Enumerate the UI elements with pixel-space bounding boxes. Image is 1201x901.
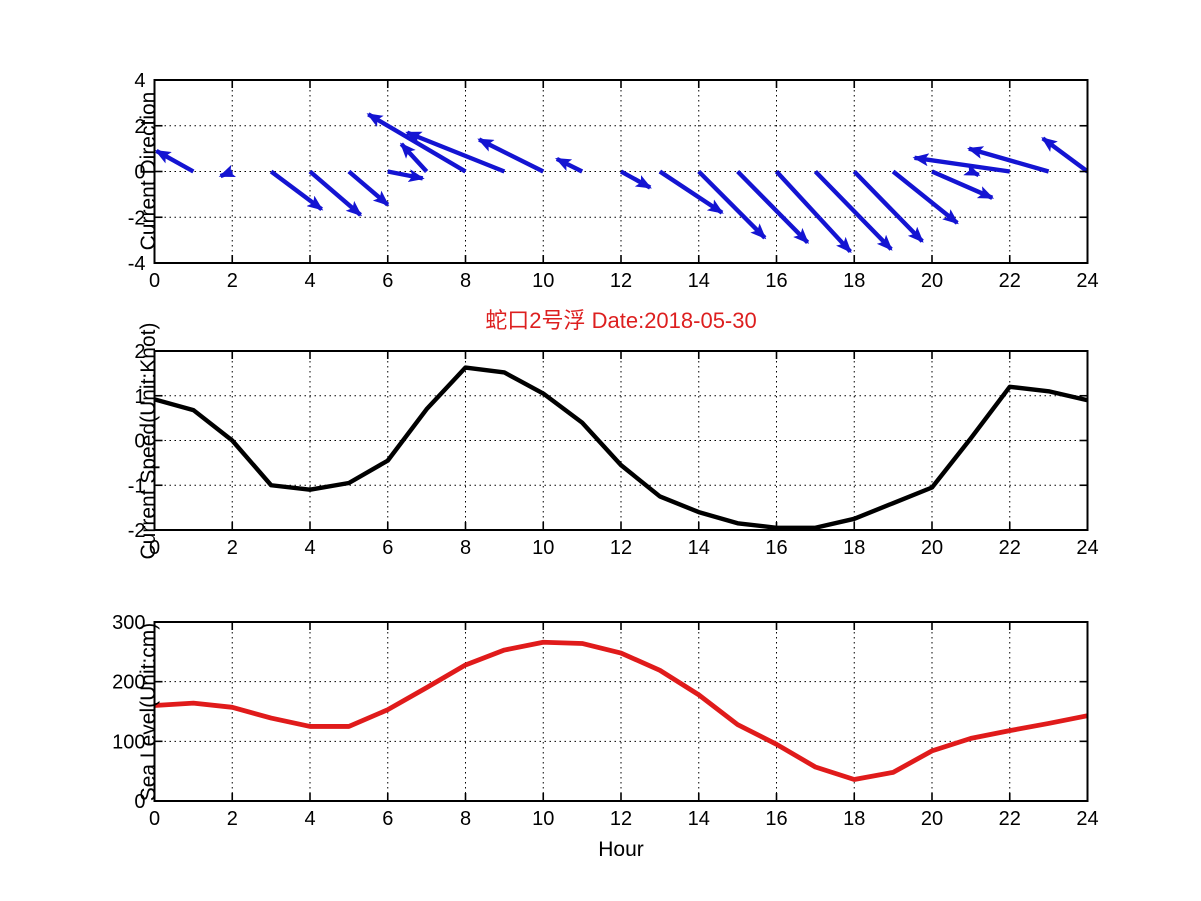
x-tick-label: 18 xyxy=(843,537,865,559)
current-arrow-h21 xyxy=(963,163,981,177)
x-tick-label: 24 xyxy=(1076,537,1098,559)
axes-box xyxy=(153,621,1089,802)
x-tick-label: 18 xyxy=(843,808,865,830)
current-arrow-h3 xyxy=(269,169,324,212)
y-tick-label: 100 xyxy=(112,731,145,753)
current-arrow-h23 xyxy=(967,146,1050,174)
x-tick-label: 22 xyxy=(999,808,1021,830)
y-tick-label: 2 xyxy=(134,116,145,138)
current-arrow-h12 xyxy=(619,169,652,190)
current-arrow-h4 xyxy=(308,169,363,217)
x-tick-label: 16 xyxy=(765,537,787,559)
x-tick-label: 20 xyxy=(921,270,943,292)
x-tick-label: 2 xyxy=(227,270,238,292)
sea-level-data xyxy=(154,639,1088,782)
y-tick-label: 2 xyxy=(134,341,145,363)
x-tick-label: 12 xyxy=(610,537,632,559)
x-tick-label: 14 xyxy=(688,808,710,830)
x-tick-label: 20 xyxy=(921,808,943,830)
current-arrow-h13 xyxy=(658,169,724,215)
y-tick-label: 0 xyxy=(134,431,145,453)
x-tick-label: 24 xyxy=(1076,808,1098,830)
current-arrow-h20 xyxy=(931,169,995,200)
x-tick-label: 22 xyxy=(999,537,1021,559)
y-tick-label: 200 xyxy=(112,672,145,694)
x-tick-label: 4 xyxy=(304,808,315,830)
x-tick-label: 12 xyxy=(610,808,632,830)
x-tick-label: 22 xyxy=(999,270,1021,292)
y-tick-label: 0 xyxy=(134,791,145,813)
current-arrow-h2 xyxy=(218,164,236,179)
x-tick-label: 24 xyxy=(1076,270,1098,292)
current-arrow-h6 xyxy=(387,169,425,183)
x-tick-label: 8 xyxy=(460,270,471,292)
y-tick-label: 0 xyxy=(134,162,145,184)
y-tick-label: -2 xyxy=(128,207,146,229)
x-tick-label: 0 xyxy=(149,270,160,292)
xlabel-hour: Hour xyxy=(598,838,644,861)
current-arrow-h11 xyxy=(555,156,584,174)
x-tick-label: 6 xyxy=(382,537,393,559)
current-arrow-h14 xyxy=(697,169,767,240)
x-tick-label: 2 xyxy=(227,808,238,830)
current-arrow-h5 xyxy=(347,169,390,207)
current-arrow-h18 xyxy=(852,169,924,243)
x-tick-label: 16 xyxy=(765,270,787,292)
x-tick-label: 0 xyxy=(149,537,160,559)
current-speed-data xyxy=(154,365,1088,530)
current-direction-data xyxy=(154,112,1088,254)
x-tick-label: 18 xyxy=(843,270,865,292)
x-tick-label: 8 xyxy=(460,808,471,830)
x-tick-label: 2 xyxy=(227,537,238,559)
current-arrow-h7 xyxy=(399,142,429,173)
x-tick-label: 10 xyxy=(532,270,554,292)
x-tick-label: 10 xyxy=(532,537,554,559)
current-arrow-h16 xyxy=(774,170,852,254)
x-tick-label: 16 xyxy=(765,808,787,830)
ylabel-sea-level: Sea Level(Unit:cm) xyxy=(137,622,160,802)
x-tick-label: 4 xyxy=(304,270,315,292)
x-tick-label: 20 xyxy=(921,537,943,559)
y-tick-label: -4 xyxy=(128,253,146,275)
x-tick-label: 8 xyxy=(460,537,471,559)
x-tick-label: 0 xyxy=(149,808,160,830)
current-arrow-h19 xyxy=(891,169,959,225)
current-arrow-h9 xyxy=(405,130,506,174)
y-tick-label: -2 xyxy=(128,520,146,542)
x-tick-label: 14 xyxy=(688,537,710,559)
current-arrow-h17 xyxy=(813,169,893,251)
x-tick-label: 10 xyxy=(532,808,554,830)
x-tick-label: 6 xyxy=(382,270,393,292)
chart-title: 蛇口2号浮 Date:2018-05-30 xyxy=(485,308,757,333)
y-tick-label: 1 xyxy=(134,386,145,408)
sea-level-curve xyxy=(154,639,1088,782)
x-tick-label: 6 xyxy=(382,808,393,830)
current-arrow-h22 xyxy=(912,153,1011,174)
y-tick-label: -1 xyxy=(128,475,146,497)
current-arrow-h1 xyxy=(154,148,195,174)
y-tick-label: 4 xyxy=(134,70,145,92)
y-tick-label: 300 xyxy=(112,612,145,634)
x-tick-label: 4 xyxy=(304,537,315,559)
current-speed-curve xyxy=(154,365,1088,530)
x-tick-label: 12 xyxy=(610,270,632,292)
current-arrow-h15 xyxy=(736,169,810,244)
current-arrow-h10 xyxy=(477,137,545,174)
x-tick-label: 14 xyxy=(688,270,710,292)
current-arrow-h24 xyxy=(1041,136,1088,174)
